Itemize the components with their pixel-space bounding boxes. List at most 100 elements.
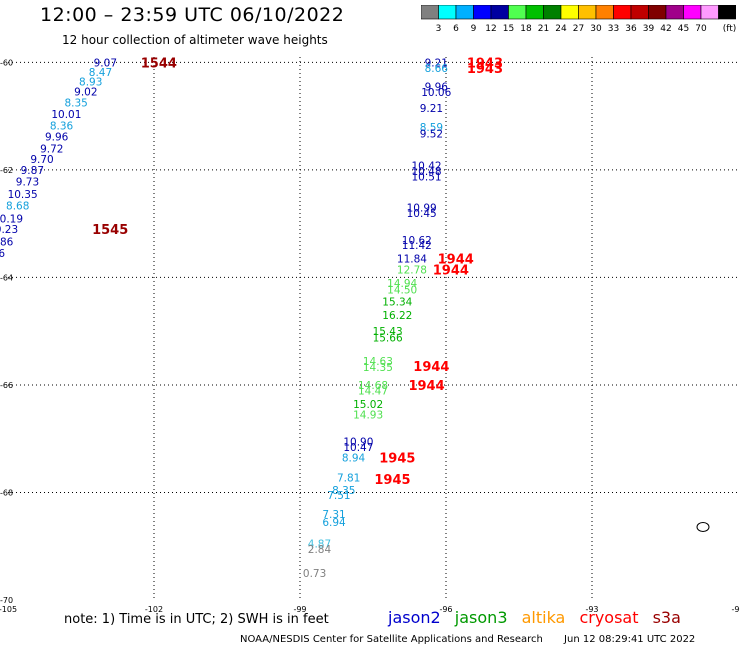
color-scale-label: 3 [436, 24, 442, 34]
credit-text: NOAA/NESDIS Center for Satellite Applica… [240, 634, 543, 645]
color-scale-label: 27 [573, 24, 584, 34]
wave-height-point: 6.94 [322, 517, 346, 529]
wave-height-point: 10.62 [402, 235, 432, 247]
color-scale-label: 33 [608, 24, 619, 34]
legend-jason2: jason2 [388, 608, 441, 627]
wave-height-point: 10.45 [407, 208, 437, 220]
pass-time-label: 1943 [467, 62, 503, 77]
pass-time-label: 1944 [433, 263, 469, 278]
y-tick-label: -66 [0, 381, 13, 390]
color-scale-label: 39 [643, 24, 655, 34]
legend-jason3: jason3 [454, 608, 508, 627]
color-scale-label: 45 [678, 24, 689, 34]
wave-height-point: 15.02 [353, 399, 383, 411]
x-tick-label: -90 [731, 605, 740, 612]
wave-height-point: 15.66 [373, 333, 403, 345]
color-scale-label: 12 [485, 24, 496, 34]
wave-height-point: 14.93 [353, 410, 383, 422]
pass-time-label: 1545 [92, 223, 128, 238]
wave-height-point: 14.68 [358, 380, 388, 392]
wave-height-point: 10.23 [0, 224, 18, 236]
wave-height-point: 9.70 [30, 154, 53, 166]
wave-height-point: 4.87 [308, 539, 331, 551]
pass-time-label: 1544 [141, 56, 177, 71]
wave-height-point: 9.72 [40, 143, 63, 155]
wave-height-point: 10.90 [343, 436, 373, 448]
wave-height-point: 7.31 [322, 509, 345, 521]
wave-height-point: 10.51 [412, 171, 442, 183]
y-tick-label: -64 [0, 273, 13, 282]
wave-height-point: 9.96 [425, 82, 449, 94]
pass-time-label: 1944 [408, 379, 444, 394]
wave-height-point: 10.06 [421, 87, 451, 99]
wave-height-point: 8.59 [420, 122, 443, 134]
wave-height-point: 14.63 [363, 356, 393, 368]
wave-height-point: 2.84 [308, 544, 332, 556]
pass-time-label: 1944 [413, 360, 449, 375]
wave-height-point: 9.07 [94, 57, 117, 69]
wave-height-point: 8.68 [6, 200, 29, 212]
pass-time-label: 1944 [438, 253, 474, 268]
pass-time-label: 1943 [467, 56, 503, 71]
wave-height-point: 16.22 [382, 310, 412, 322]
y-tick-label: -68 [0, 488, 13, 497]
wave-height-point: 10.47 [343, 442, 373, 454]
y-tick-label: -60 [0, 58, 13, 67]
wave-height-point: 9.73 [16, 177, 39, 189]
wave-height-point: 14.35 [363, 362, 393, 374]
wave-height-point: 10.19 [0, 213, 23, 225]
pass-time-label: 1945 [374, 473, 410, 488]
wave-height-point: 15.43 [373, 326, 403, 338]
wave-height-point: 11.42 [402, 240, 432, 252]
wave-height-plot: -105 -102 -99 -96 -93 -90 -60 -62 -64 -66 -68 -70 9.… [0, 56, 740, 612]
y-tick-label: -70 [0, 596, 13, 605]
color-scale-unit: (ft) [723, 24, 736, 34]
y-tick-label: -62 [0, 166, 13, 175]
color-scale-label: 42 [660, 24, 671, 34]
credit-line: NOAA/NESDIS Center for Satellite Applica… [240, 634, 695, 645]
legend-cryosat: cryosat [579, 608, 639, 627]
color-swatch [718, 5, 736, 20]
wave-height-point: 7.81 [337, 472, 360, 484]
x-tick-label: -93 [585, 605, 598, 612]
wave-height-point: 8.35 [332, 485, 355, 497]
wave-height-point: 8.47 [89, 67, 112, 79]
color-scale-label: 9 [471, 24, 477, 34]
wave-height-point: 10.42 [412, 161, 442, 173]
wave-height-point: 8.35 [64, 98, 87, 110]
color-scale-label: 24 [555, 24, 567, 34]
x-tick-label: -96 [439, 605, 452, 612]
wave-height-point: 8.93 [79, 77, 102, 89]
x-tick-label: -102 [145, 605, 163, 612]
color-scale-label: 15 [503, 24, 514, 34]
color-scale-label: 30 [590, 24, 602, 34]
legend-s3a: s3a [652, 608, 681, 627]
pass-time-label: 1945 [379, 452, 415, 467]
generated-timestamp: Jun 12 08:29:41 UTC 2022 [564, 634, 696, 645]
wave-height-point: 10.35 [8, 189, 38, 201]
wave-height-point: 9.21 [425, 57, 448, 69]
wave-height-point: 10.86 [0, 236, 14, 248]
wave-height-point: 8.94 [342, 453, 366, 465]
wave-height-point: 9.87 [21, 165, 44, 177]
wave-height-point: 15.34 [382, 297, 412, 309]
wave-height-point: 10.99 [407, 203, 437, 215]
wave-height-point: 9.21 [420, 103, 443, 115]
wave-height-point: 0.73 [303, 568, 326, 580]
color-scale-label: 70 [695, 24, 707, 34]
wave-height-point: 8.66 [425, 63, 449, 75]
wave-height-point: 11.84 [397, 254, 427, 266]
wave-height-point: 9.96 [45, 132, 69, 144]
wave-height-point: 10.01 [51, 109, 81, 121]
wave-height-point: 9.02 [74, 86, 97, 98]
color-scale-label: 21 [538, 24, 549, 34]
wave-height-point: 14.47 [358, 385, 388, 397]
x-tick-label: -105 [0, 605, 17, 612]
wave-height-point: 7.51 [327, 490, 350, 502]
color-scale-bar: 3 6 9 12 15 18 21 24 27 30 33 36 39 42 45 70 (ft) [421, 5, 736, 34]
wave-height-point: 8.36 [50, 120, 74, 132]
color-scale-label: 36 [625, 24, 637, 34]
coastline-island [696, 522, 710, 532]
x-tick-label: -99 [293, 605, 306, 612]
wave-height-point: 10.48 [412, 166, 442, 178]
